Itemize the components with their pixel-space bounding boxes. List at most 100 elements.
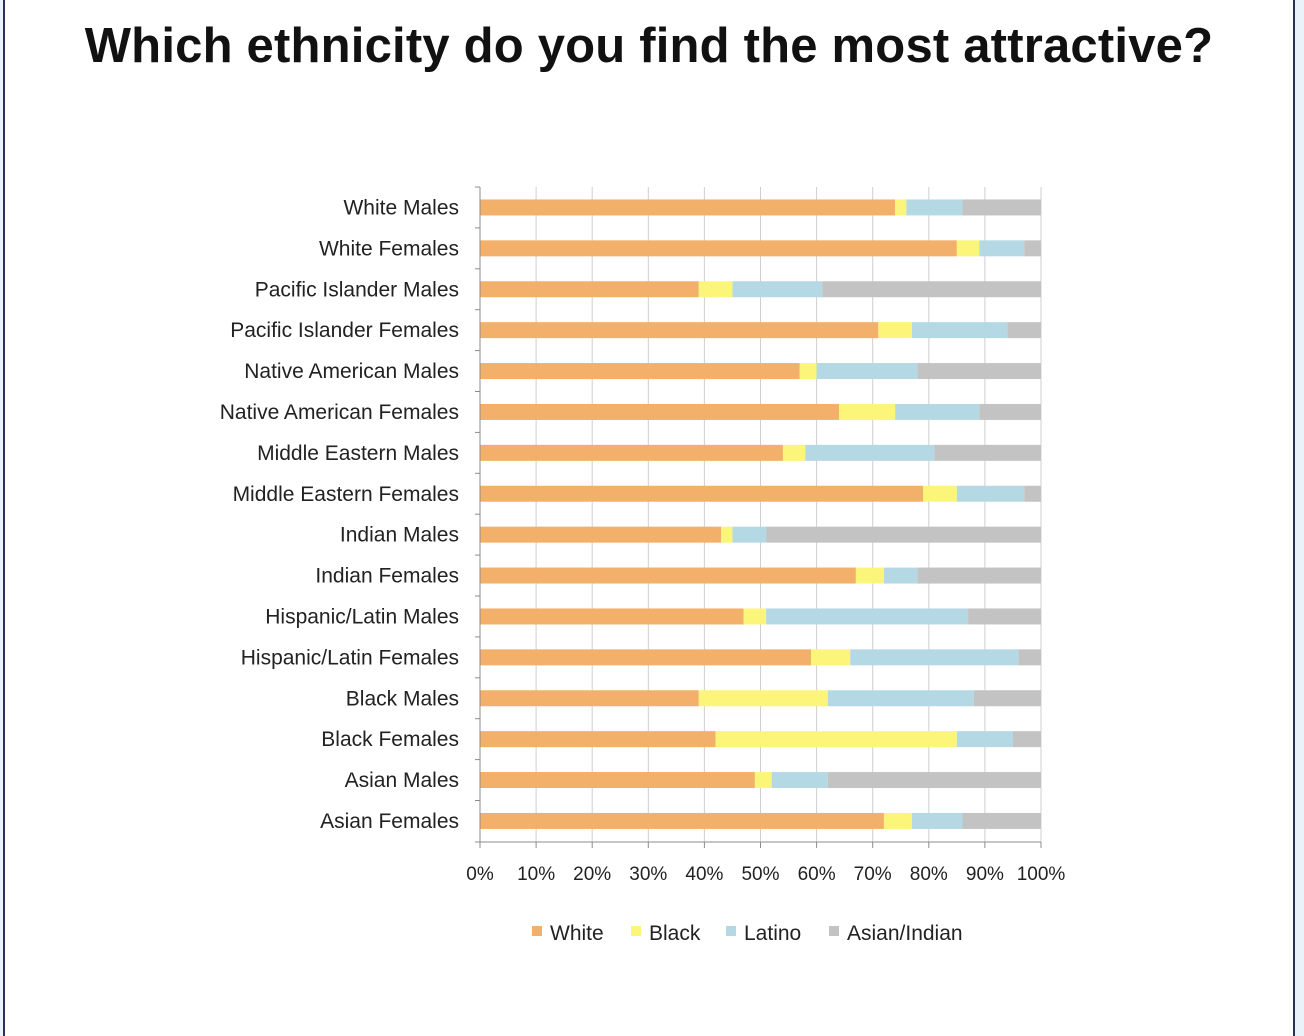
bar-segment-latino [895, 403, 980, 420]
bar-segment-latino [979, 240, 1025, 257]
category-label: Hispanic/Latin Females [241, 646, 459, 669]
bar-segment-white [480, 322, 879, 339]
chart-title: Which ethnicity do you find the most att… [84, 19, 1214, 73]
x-tick-label: 90% [966, 864, 1004, 885]
bar-segment-latino [771, 772, 828, 789]
bar-segment-white [480, 485, 924, 502]
bar-segment-asian-indian [827, 772, 1041, 789]
bar-segment-white [480, 567, 856, 584]
bar-segment-asian-indian [1012, 731, 1041, 748]
bar-segment-asian-indian [962, 199, 1041, 216]
bar-segment-black [698, 690, 828, 707]
bar-segment-white [480, 403, 840, 420]
bar-segment-latino [732, 526, 767, 543]
legend-swatch [631, 926, 641, 936]
x-tick-labels: 0% 10% 20% 30% 40% 50% 60% 70% 80% 90% 100% [466, 864, 1065, 885]
bar-segment-white [480, 649, 811, 666]
bar-segment-asian-indian [968, 608, 1041, 625]
bar-segment-black [698, 281, 733, 298]
category-label: Middle Eastern Males [257, 442, 459, 465]
category-label: Pacific Islander Males [255, 278, 459, 301]
bar-segment-black [878, 322, 912, 339]
legend-swatch [532, 926, 542, 936]
bar-segment-asian-indian [917, 363, 1041, 380]
category-label: White Females [319, 237, 459, 260]
bar-segment-asian-indian [934, 444, 1041, 461]
bar-segment-white [480, 281, 699, 298]
x-tick-label: 70% [854, 864, 892, 885]
x-tick-label: 50% [741, 864, 779, 885]
bar-segment-latino [911, 322, 1008, 339]
bar-segment-white [480, 240, 957, 257]
bar-segment-asian-indian [917, 567, 1041, 584]
bar-segment-black [715, 731, 957, 748]
bar-segment-white [480, 444, 783, 461]
category-label: Pacific Islander Females [230, 319, 459, 342]
bar-segment-asian-indian [979, 403, 1041, 420]
bar-segment-white [480, 812, 884, 829]
axes [475, 186, 1042, 848]
bar-segment-asian-indian [1024, 240, 1041, 257]
bar-segment-black [855, 567, 884, 584]
legend-swatch [726, 926, 736, 936]
bar-segment-white [480, 731, 716, 748]
bar-segment-latino [766, 608, 969, 625]
bar-segment-latino [805, 444, 935, 461]
bar-segment-latino [816, 363, 918, 380]
bar-segment-latino [827, 690, 974, 707]
bar-segment-black [721, 526, 733, 543]
category-label: Black Males [346, 687, 459, 710]
bar-segment-black [956, 240, 980, 257]
bar-segment-black [883, 812, 912, 829]
bar-segment-black [754, 772, 772, 789]
bar-segment-black [895, 199, 907, 216]
bar-segment-latino [911, 812, 963, 829]
category-label: White Males [343, 196, 459, 219]
category-label: Indian Males [340, 524, 459, 547]
bar-segment-white [480, 526, 722, 543]
bar-segment-black [782, 444, 806, 461]
bar-segment-asian-indian [1007, 322, 1041, 339]
legend-swatch [829, 926, 839, 936]
category-label: Asian Females [320, 810, 459, 833]
bar-segment-black [743, 608, 767, 625]
bar-segment-latino [883, 567, 918, 584]
x-tick-label: 100% [1017, 864, 1066, 885]
category-label: Hispanic/Latin Males [265, 605, 459, 628]
bar-segment-latino [956, 485, 1025, 502]
bar-segment-asian-indian [1018, 649, 1041, 666]
bar-segment-asian-indian [822, 281, 1041, 298]
category-label: Middle Eastern Females [233, 483, 459, 506]
slide: Which ethnicity do you find the most att… [3, 0, 1295, 1036]
category-label: Black Females [321, 728, 459, 751]
category-label: Asian Males [345, 769, 459, 792]
legend-label: White [550, 922, 604, 945]
legend-label: Latino [744, 922, 801, 945]
bar-segment-asian-indian [1024, 485, 1041, 502]
x-tick-label: 20% [573, 864, 611, 885]
x-tick-label: 0% [466, 864, 494, 885]
bar-segment-latino [906, 199, 963, 216]
bar-segment-white [480, 363, 800, 380]
legend-label: Asian/Indian [847, 922, 963, 945]
bars [480, 199, 1041, 829]
x-tick-label: 40% [685, 864, 723, 885]
x-tick-label: 60% [798, 864, 836, 885]
category-labels: White Males White Females Pacific Islander… [220, 196, 459, 833]
bar-segment-black [810, 649, 851, 666]
bar-segment-white [480, 608, 744, 625]
category-label: Native American Females [220, 401, 459, 424]
bar-segment-black [839, 403, 896, 420]
bar-segment-latino [850, 649, 1019, 666]
bar-segment-white [480, 772, 755, 789]
category-label: Indian Females [315, 565, 459, 588]
x-tick-label: 30% [629, 864, 667, 885]
legend: White Black Latino Asian/Indian [532, 922, 963, 945]
bar-segment-black [923, 485, 957, 502]
bar-segment-asian-indian [973, 690, 1041, 707]
bar-segment-asian-indian [962, 812, 1041, 829]
bar-segment-asian-indian [766, 526, 1041, 543]
x-tick-label: 80% [910, 864, 948, 885]
x-tick-label: 10% [517, 864, 555, 885]
